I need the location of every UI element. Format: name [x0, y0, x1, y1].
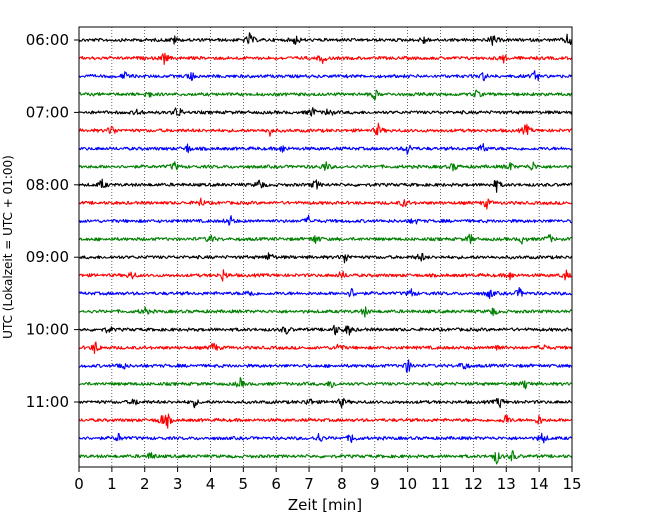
x-tick-label: 6	[271, 475, 281, 493]
x-tick-label: 11	[431, 475, 450, 493]
x-tick-label: 3	[173, 475, 183, 493]
trace-0730	[78, 142, 573, 155]
trace-1145	[78, 450, 573, 465]
trace-0915	[78, 269, 573, 282]
x-tick-label: 7	[304, 475, 314, 493]
trace-1130	[78, 432, 573, 444]
x-tick-label: 14	[530, 475, 549, 493]
y-tick-label: 08:00	[26, 176, 69, 194]
y-tick-label: 09:00	[26, 248, 69, 266]
trace-1000	[78, 324, 573, 336]
trace-0615	[78, 52, 573, 66]
plot-frame	[78, 26, 573, 468]
trace-1015	[78, 341, 573, 354]
x-tick-label: 12	[464, 475, 483, 493]
x-tick-label: 4	[206, 475, 216, 493]
trace-0900	[78, 252, 573, 264]
trace-0700	[78, 107, 573, 117]
trace-0830	[78, 214, 573, 226]
trace-0930	[78, 287, 573, 300]
trace-0715	[78, 122, 573, 137]
x-tick-label: 8	[337, 475, 347, 493]
x-tick-label: 9	[370, 475, 380, 493]
trace-0800	[78, 178, 573, 193]
trace-0815	[78, 197, 573, 210]
trace-0600	[78, 32, 573, 46]
trace-1100	[78, 397, 573, 409]
y-tick-label: 06:00	[26, 31, 69, 49]
y-tick-label: 10:00	[26, 321, 69, 339]
trace-0845	[78, 233, 573, 245]
y-axis-label: UTC (Lokalzeit = UTC + 01:00)	[1, 155, 15, 339]
x-axis-label: Zeit [min]	[288, 496, 362, 514]
x-axis: 0 1 2 3 4 5 6 7 8 9 10 11 12 13 14 15	[74, 467, 582, 493]
x-tick-label: 13	[497, 475, 516, 493]
x-tick-label: 5	[239, 475, 249, 493]
y-axis: 06:00 07:00 08:00 09:00 10:00 11:00	[26, 31, 79, 411]
trace-1115	[78, 413, 573, 429]
traces	[78, 32, 573, 465]
trace-0645	[78, 89, 573, 101]
x-tick-label: 1	[107, 475, 117, 493]
trace-0745	[78, 161, 573, 172]
x-tick-label: 15	[562, 475, 581, 493]
x-tick-label: 0	[74, 475, 84, 493]
trace-1045	[78, 377, 573, 390]
trace-0945	[78, 306, 573, 318]
y-tick-label: 07:00	[26, 103, 69, 121]
grid-lines	[111, 27, 540, 467]
trace-0630	[78, 70, 573, 82]
y-tick-label: 11:00	[26, 393, 69, 411]
trace-1030	[78, 359, 573, 373]
x-tick-label: 10	[398, 475, 417, 493]
x-tick-label: 2	[140, 475, 150, 493]
